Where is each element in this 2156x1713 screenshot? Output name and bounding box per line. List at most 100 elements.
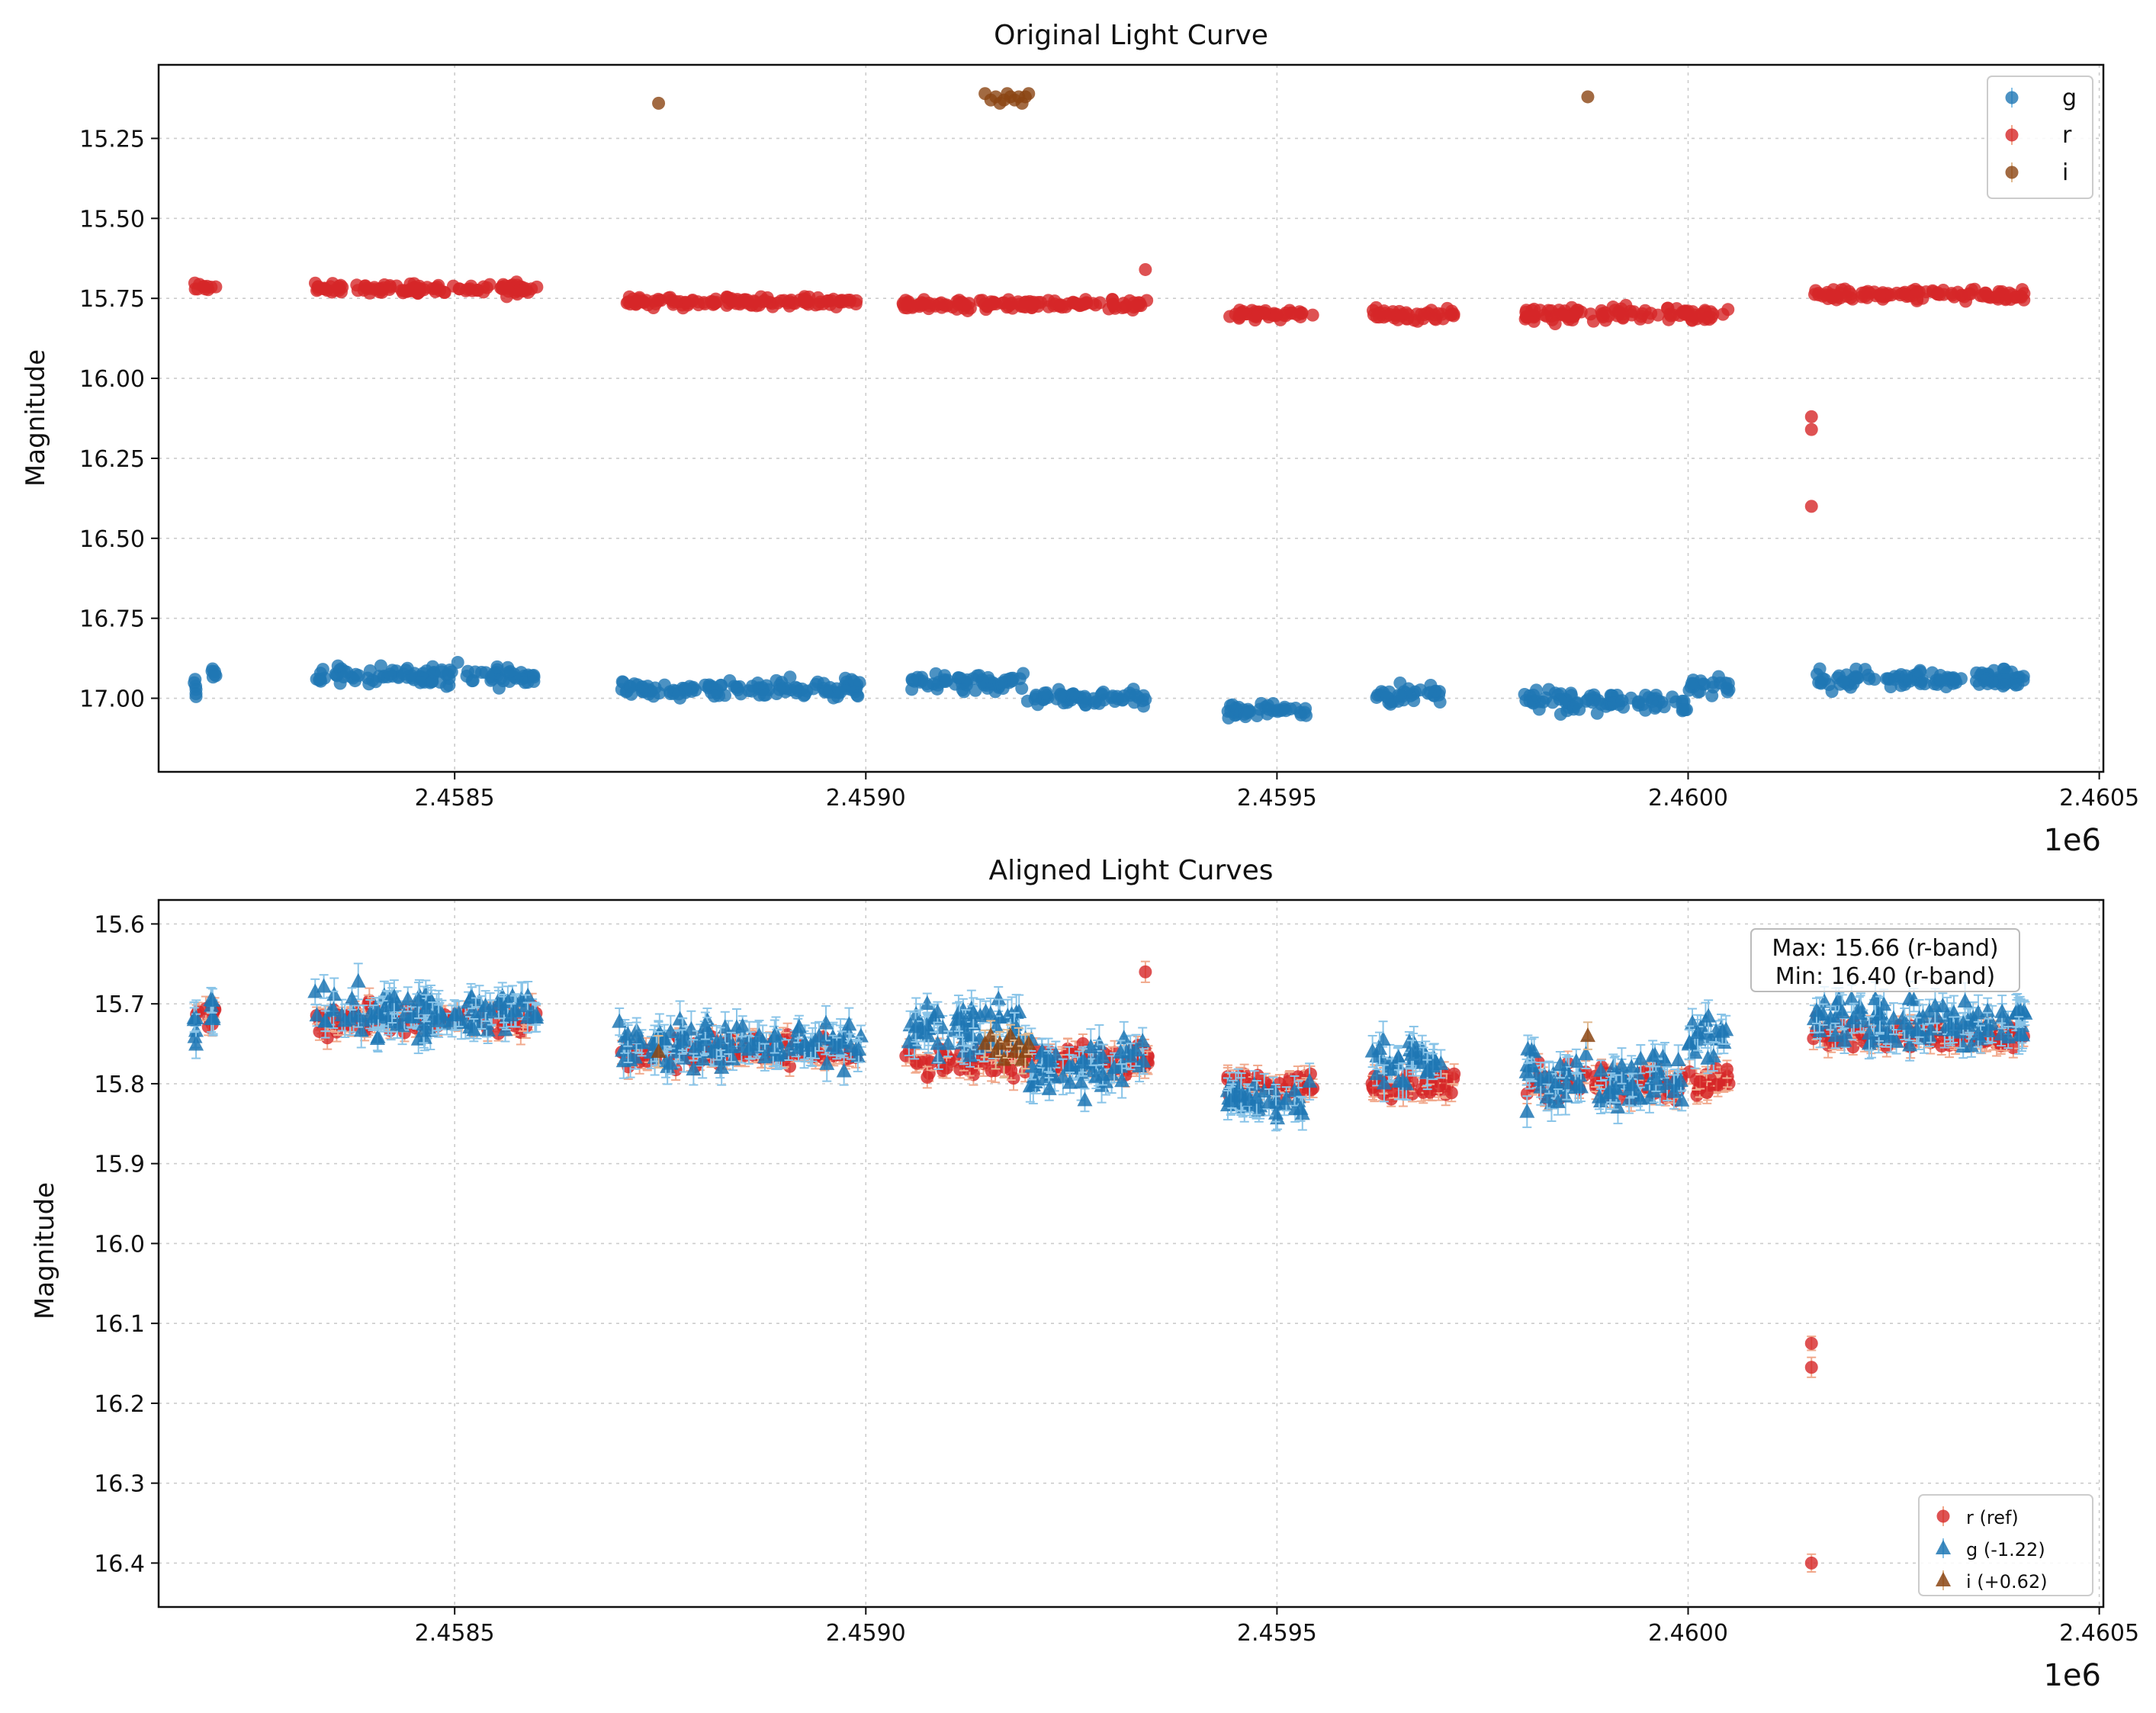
x-tick-label: 2.4590 (826, 785, 906, 812)
data-point (404, 1008, 420, 1024)
data-point (760, 291, 774, 304)
data-point (995, 677, 1009, 690)
plot-marks (188, 87, 2031, 725)
legend-marker (2005, 128, 2019, 142)
data-point (1884, 288, 1898, 302)
series-3 (652, 87, 1595, 110)
data-point (1855, 286, 1868, 300)
data-point (186, 1011, 202, 1027)
data-point (1248, 310, 1261, 323)
data-point (1721, 685, 1734, 699)
series-1 (188, 655, 2030, 725)
legend: gri (1987, 76, 2093, 199)
data-point (1140, 294, 1154, 307)
data-point (197, 280, 210, 294)
data-point (771, 296, 785, 310)
data-point (460, 669, 474, 683)
data-point (1720, 1062, 1733, 1076)
data-point (466, 1021, 482, 1036)
data-point (503, 674, 516, 688)
data-point (667, 297, 680, 311)
data-point (400, 661, 414, 675)
data-point (1661, 301, 1675, 315)
data-point (920, 677, 933, 691)
data-point (1445, 307, 1459, 321)
data-point (759, 688, 773, 702)
data-point (1566, 310, 1580, 323)
data-point (1537, 308, 1551, 322)
data-point (973, 294, 987, 307)
data-point (1616, 310, 1630, 324)
data-point (1804, 423, 1818, 436)
data-point (1978, 286, 1992, 300)
data-point (776, 681, 790, 695)
data-point (853, 1027, 869, 1043)
data-point (1838, 282, 1852, 296)
data-point (1518, 688, 1531, 702)
data-point (1836, 675, 1850, 689)
data-point (477, 998, 493, 1013)
data-point (1716, 307, 1730, 321)
x-offset-label: 1e6 (2043, 823, 2101, 858)
data-point (1859, 663, 1872, 677)
data-point (906, 300, 920, 313)
data-point (786, 296, 800, 310)
data-point (492, 681, 506, 695)
data-point (1107, 300, 1121, 313)
data-point (642, 687, 656, 701)
data-point (1918, 677, 1932, 691)
data-point (1093, 296, 1107, 310)
data-point (1279, 704, 1293, 718)
data-point (490, 996, 506, 1011)
panel-title: Original Light Curve (994, 20, 1268, 51)
data-point (309, 1007, 325, 1022)
data-point (819, 1055, 835, 1070)
data-point (188, 676, 201, 689)
data-point (366, 673, 380, 687)
data-point (843, 294, 857, 307)
data-point (187, 1028, 203, 1043)
data-point (1894, 668, 1908, 682)
data-point (1250, 709, 1264, 723)
data-point (1693, 685, 1707, 699)
data-point (1812, 676, 1826, 689)
data-point (313, 1025, 326, 1039)
data-point (478, 1015, 494, 1030)
data-point (1808, 288, 1822, 301)
data-point (712, 1051, 728, 1066)
data-point (1581, 693, 1595, 706)
data-point (838, 671, 852, 685)
y-tick-label: 16.50 (79, 526, 145, 553)
legend-label: i (2062, 159, 2068, 186)
data-point (1105, 691, 1119, 705)
data-point (1546, 696, 1560, 709)
data-point (615, 1053, 631, 1068)
data-point (1804, 1336, 1818, 1350)
data-point (313, 673, 326, 687)
data-point (188, 1022, 204, 1037)
data-point (1380, 690, 1394, 704)
data-point (1930, 288, 1944, 301)
y-axis-label: Magnitude (21, 349, 51, 487)
data-point (518, 998, 534, 1013)
data-point (1136, 694, 1149, 708)
data-point (1054, 689, 1068, 702)
x-tick-label: 2.4605 (2059, 785, 2139, 812)
data-point (188, 1036, 204, 1051)
data-point (1690, 312, 1704, 326)
data-point (1804, 500, 1818, 513)
data-point (1586, 314, 1600, 328)
data-point (1123, 689, 1137, 702)
data-point (1548, 317, 1562, 331)
data-point (384, 997, 400, 1012)
data-point (1532, 702, 1546, 716)
data-point (985, 1064, 998, 1078)
data-point (1910, 284, 1924, 298)
data-point (2011, 678, 2025, 692)
data-point (1031, 295, 1045, 309)
data-point (337, 1012, 353, 1027)
data-point (1899, 288, 1913, 301)
data-point (502, 281, 516, 295)
data-point (1129, 299, 1142, 313)
data-point (1413, 683, 1427, 697)
